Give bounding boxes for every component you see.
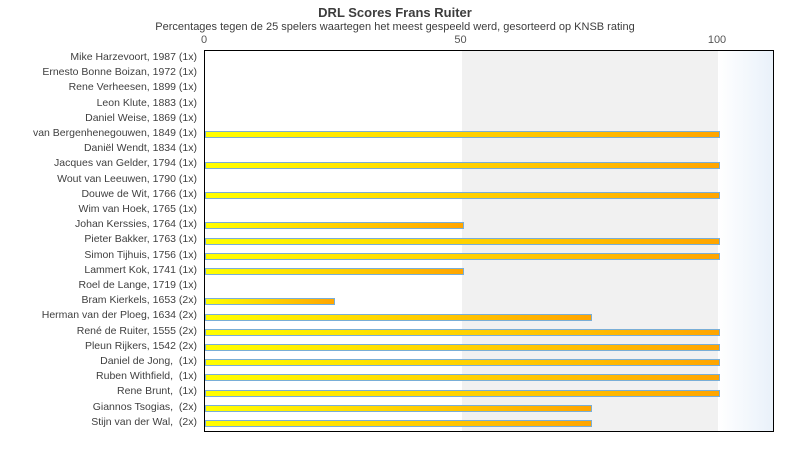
bar — [205, 131, 720, 139]
category-label: Daniel Weise, 1869 (1x) — [85, 111, 197, 124]
category-label: Herman van der Ploeg, 1634 (2x) — [41, 309, 197, 322]
bar — [205, 222, 464, 230]
bar — [205, 237, 720, 245]
category-label: Giannos Tsogias, (2x) — [92, 400, 197, 413]
category-label: Johan Kerssies, 1764 (1x) — [75, 218, 197, 231]
bar — [205, 359, 720, 367]
category-label: Leon Klute, 1883 (1x) — [96, 96, 197, 109]
category-label: Ruben Withfield, (1x) — [96, 370, 197, 383]
plot-area — [204, 50, 774, 432]
category-label: René de Ruiter, 1555 (2x) — [76, 324, 197, 337]
category-label: Ernesto Bonne Boizan, 1972 (1x) — [42, 66, 197, 79]
bar — [205, 191, 720, 199]
bar — [205, 313, 592, 321]
bar — [205, 343, 720, 351]
category-label: van Bergenhenegouwen, 1849 (1x) — [32, 127, 197, 139]
category-label: Roel de Lange, 1719 (1x) — [78, 279, 198, 291]
category-label: Mike Harzevoort, 1987 (1x) — [70, 51, 197, 63]
category-label: Simon Tijhuis, 1756 (1x) — [84, 248, 197, 261]
bar — [205, 267, 464, 275]
category-label: Wout van Leeuwen, 1790 (1x) — [57, 172, 197, 185]
category-label: Rene Brunt, (1x) — [117, 385, 197, 398]
category-label: Jacques van Gelder, 1794 (1x) — [53, 157, 197, 170]
bar — [205, 389, 720, 397]
bar — [205, 404, 592, 412]
bar — [205, 374, 720, 382]
category-label: Rene Verheesen, 1899 (1x) — [68, 81, 197, 94]
category-label: Douwe de Wit, 1766 (1x) — [81, 187, 197, 200]
chart-title: DRL Scores Frans Ruiter — [318, 5, 472, 20]
bar — [205, 298, 336, 306]
band-beyond-100 — [718, 51, 773, 431]
bar — [205, 161, 720, 169]
chart-subtitle: Percentages tegen de 25 spelers waartege… — [155, 21, 635, 33]
x-tick-50: 50 — [454, 34, 467, 46]
bar — [205, 252, 720, 260]
category-label: Stijn van der Wal, (2x) — [91, 415, 197, 428]
category-label: Pieter Bakker, 1763 (1x) — [84, 233, 197, 246]
x-tick-100: 100 — [707, 34, 727, 46]
bar — [205, 419, 592, 427]
category-label: Lammert Kok, 1741 (1x) — [84, 263, 197, 276]
category-label: Daniel de Jong, (1x) — [100, 355, 197, 367]
category-label: Wim van Hoek, 1765 (1x) — [78, 203, 197, 215]
category-label: Daniël Wendt, 1834 (1x) — [83, 142, 197, 155]
category-label: Bram Kierkels, 1653 (2x) — [81, 294, 197, 307]
category-label: Pleun Rijkers, 1542 (2x) — [84, 339, 197, 352]
bar — [205, 328, 720, 336]
x-tick-0: 0 — [200, 34, 208, 46]
